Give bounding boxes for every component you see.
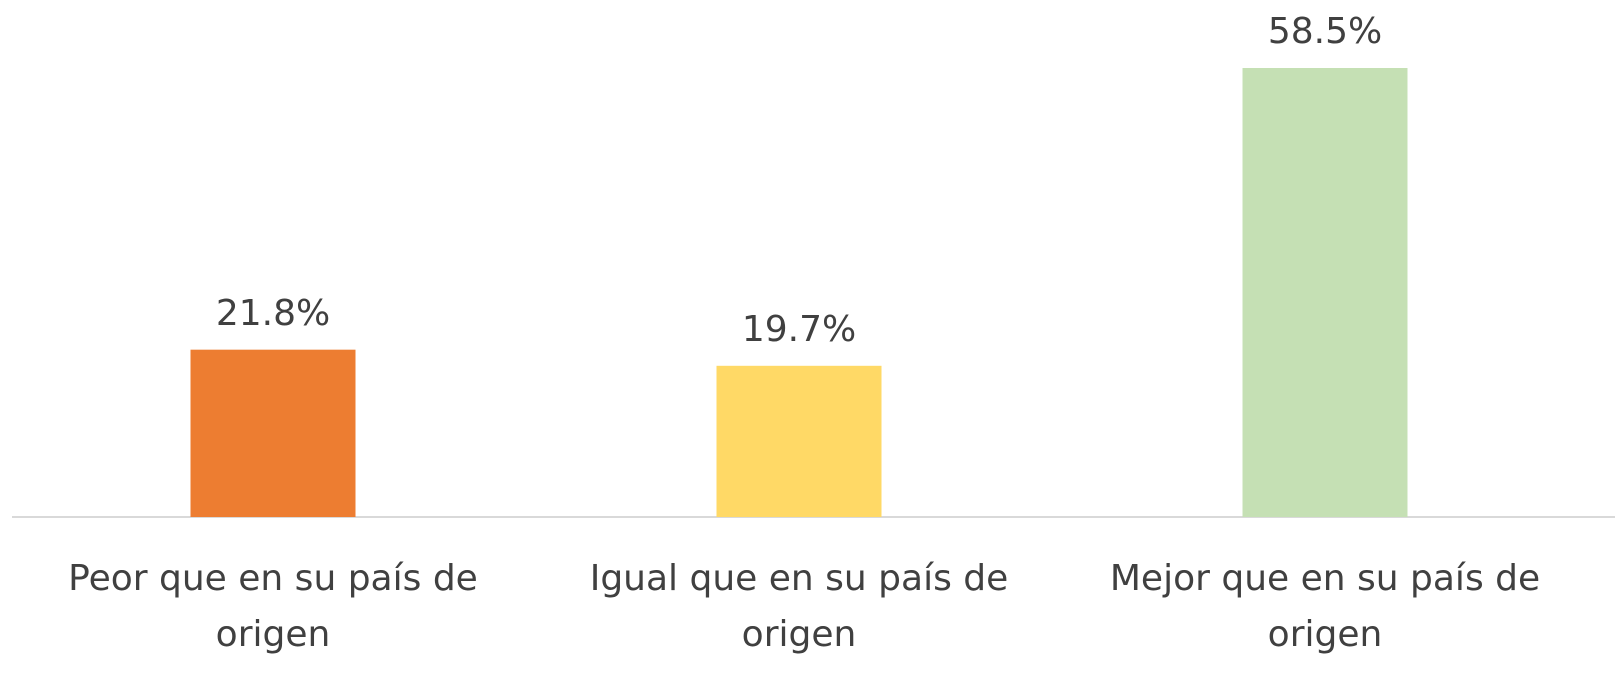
x-tick-label: Igual que en su país de origen: [589, 558, 1009, 655]
data-label: 21.8%: [215, 292, 331, 334]
data-label: 19.7%: [741, 308, 857, 350]
x-tick-label: Peor que en su país de origen: [68, 558, 478, 655]
bar: [1242, 68, 1408, 517]
bar: [716, 365, 882, 517]
x-tick-label: Mejor que en su país de origen: [1109, 558, 1541, 655]
bar: [190, 349, 356, 517]
data-label: 58.5%: [1267, 11, 1383, 52]
